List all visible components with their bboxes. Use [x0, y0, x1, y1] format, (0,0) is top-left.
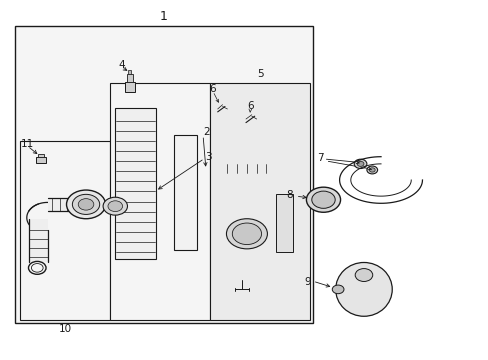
Circle shape — [72, 194, 100, 215]
Bar — [38, 154, 43, 157]
Polygon shape — [197, 130, 204, 250]
Circle shape — [353, 159, 366, 168]
Bar — [115, 108, 155, 259]
Bar — [276, 194, 292, 252]
Bar — [36, 157, 45, 163]
Circle shape — [108, 201, 122, 212]
Circle shape — [366, 166, 377, 174]
Polygon shape — [115, 98, 168, 108]
Circle shape — [368, 168, 374, 172]
Text: 2: 2 — [203, 127, 209, 136]
Text: 3: 3 — [205, 152, 212, 162]
Polygon shape — [155, 98, 168, 259]
Circle shape — [306, 187, 340, 212]
Circle shape — [78, 199, 94, 210]
Circle shape — [356, 161, 363, 166]
Circle shape — [311, 191, 334, 208]
Bar — [29, 220, 47, 262]
Bar — [220, 173, 276, 280]
Bar — [20, 140, 110, 320]
Bar — [110, 83, 210, 320]
Circle shape — [354, 269, 372, 282]
Text: 6: 6 — [209, 84, 216, 94]
Bar — [127, 74, 133, 82]
Bar — [210, 83, 310, 320]
Bar — [128, 70, 131, 74]
Text: 7: 7 — [316, 153, 323, 163]
Text: 11: 11 — [21, 139, 34, 149]
Text: 10: 10 — [59, 324, 72, 334]
Bar — [47, 198, 79, 211]
Text: 9: 9 — [304, 277, 310, 287]
Bar — [220, 173, 276, 280]
Circle shape — [226, 219, 267, 249]
Bar — [15, 26, 312, 323]
Bar — [125, 82, 135, 92]
Ellipse shape — [335, 262, 391, 316]
Circle shape — [331, 285, 343, 294]
Text: 8: 8 — [285, 190, 292, 200]
Circle shape — [232, 223, 261, 244]
Text: 4: 4 — [118, 60, 124, 70]
Bar — [173, 135, 197, 250]
Text: 6: 6 — [246, 102, 253, 112]
Circle shape — [66, 190, 105, 219]
Text: 1: 1 — [160, 10, 168, 23]
Polygon shape — [173, 130, 204, 135]
Text: 5: 5 — [257, 69, 263, 79]
Circle shape — [103, 197, 127, 215]
